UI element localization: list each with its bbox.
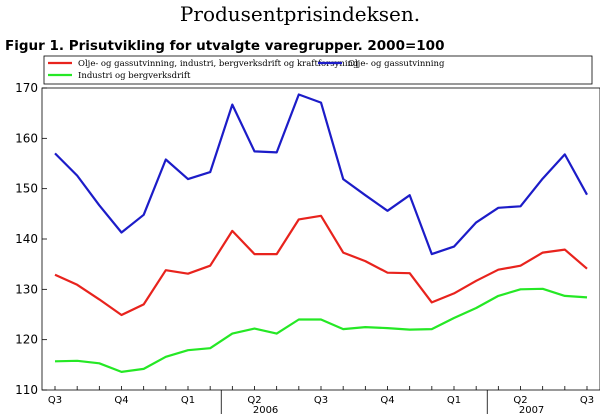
- y-tick-label: 130: [15, 282, 38, 296]
- x-tick-label: Q3: [48, 395, 62, 406]
- page-title: Produsentprisindeksen.: [179, 2, 421, 26]
- year-label: 2007: [519, 405, 544, 416]
- legend: Olje- og gassutvinning, industri, bergve…: [48, 59, 445, 81]
- series-line-3: [54, 287, 588, 373]
- year-label: 2006: [253, 405, 278, 416]
- y-tick-label: 120: [15, 333, 38, 347]
- legend-label: Olje- og gassutvinning: [348, 59, 445, 69]
- x-tick-label: Q4: [380, 395, 394, 406]
- x-tick-label: Q2: [513, 395, 527, 406]
- y-tick-label: 160: [15, 131, 38, 145]
- y-tick-label: 150: [15, 182, 38, 196]
- y-tick-label: 140: [15, 232, 38, 246]
- x-axis: Q3 Q4 Q1 Q2 Q3 Q4 Q1 Q2 Q3 2006 2007: [48, 386, 594, 416]
- legend-label: Industri og bergverksdrift: [78, 71, 191, 81]
- chart-title: Figur 1. Prisutvikling for utvalgte vare…: [5, 38, 445, 54]
- x-tick-label: Q1: [447, 395, 461, 406]
- series-lines: [54, 93, 588, 373]
- series-line-1: [54, 214, 588, 317]
- x-tick-label: Q2: [247, 395, 261, 406]
- y-tick-label: 170: [15, 81, 38, 95]
- x-tick-label: Q1: [181, 395, 195, 406]
- legend-label: Olje- og gassutvinning, industri, bergve…: [78, 59, 359, 69]
- series-line-2: [54, 93, 588, 256]
- legend-box: [43, 55, 593, 85]
- x-tick-label: Q4: [114, 395, 128, 406]
- plot-frame: [41, 87, 600, 391]
- x-tick-label: Q3: [314, 395, 328, 406]
- x-tick-label: Q3: [580, 395, 594, 406]
- y-axis: 110 120 130 140 150 160 170: [15, 81, 47, 397]
- y-tick-label: 110: [15, 383, 38, 397]
